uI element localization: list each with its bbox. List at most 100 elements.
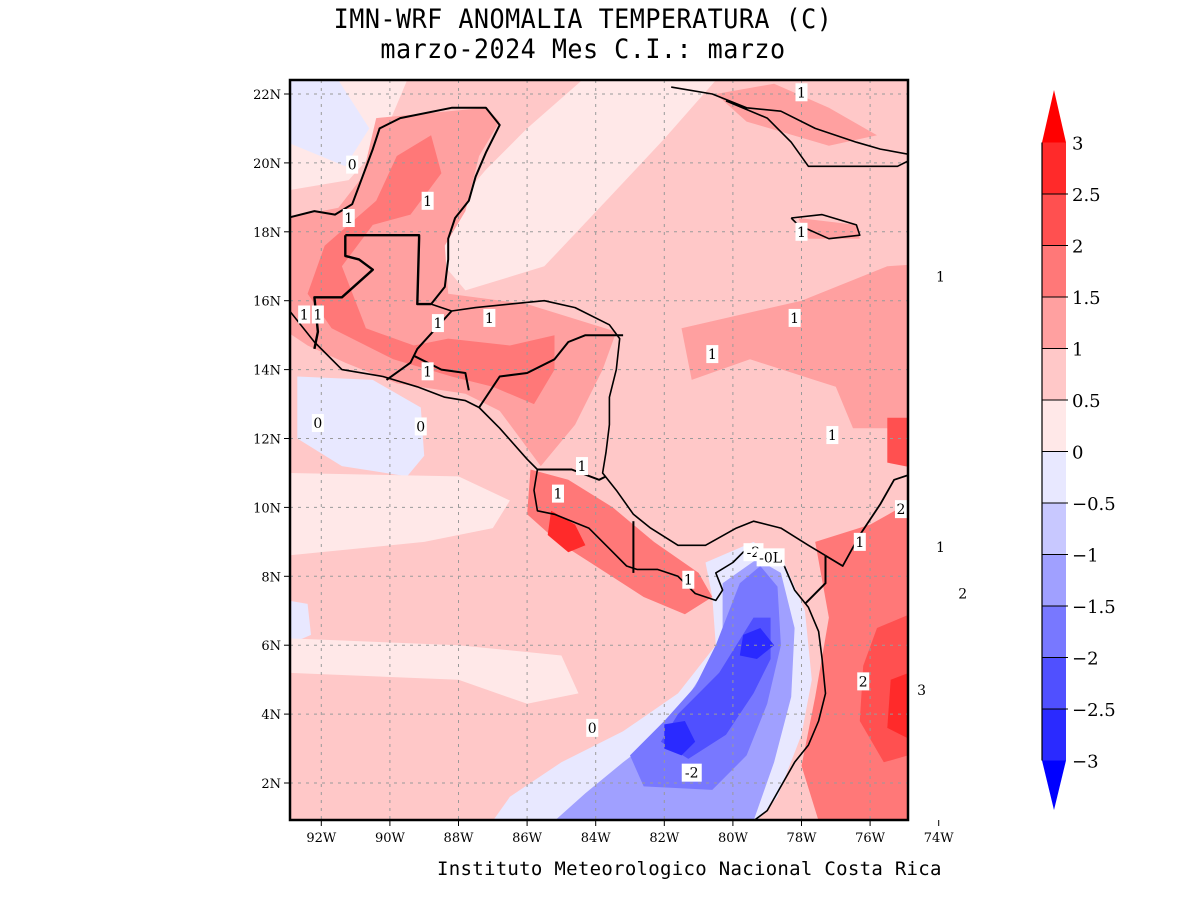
x-tick-label: 74W bbox=[924, 831, 955, 846]
colorbar-segment bbox=[1042, 194, 1066, 246]
contour-label-text: 1 bbox=[578, 459, 587, 475]
x-tick-label: 88W bbox=[444, 831, 475, 846]
contour-label-text: 1 bbox=[313, 307, 322, 323]
y-tick-label: 2N bbox=[261, 777, 281, 792]
y-tick-label: 16N bbox=[253, 295, 281, 310]
contour-label-text: 0 bbox=[313, 416, 322, 432]
coastline-colombia bbox=[825, 474, 908, 567]
colorbar-segment bbox=[1042, 657, 1066, 709]
field-region-andes bbox=[859, 615, 908, 763]
contour-label-box bbox=[311, 413, 324, 432]
colorbar-segment bbox=[1042, 503, 1066, 555]
contour-label: 1 bbox=[934, 538, 947, 557]
field-region-gulf-neg bbox=[290, 80, 370, 167]
y-tick-label: 20N bbox=[253, 157, 281, 172]
contour-label-box bbox=[311, 305, 324, 324]
colorbar-label: −1 bbox=[1072, 546, 1099, 567]
contour-label: 1 bbox=[342, 209, 355, 228]
contour-label-box bbox=[682, 570, 695, 589]
x-tick-label: 80W bbox=[718, 831, 749, 846]
field-region-guajira bbox=[887, 417, 908, 467]
contour-label: 1 bbox=[795, 83, 808, 102]
field-region-jamaica bbox=[798, 218, 860, 239]
contour-label-text: 0 bbox=[588, 721, 597, 737]
contour-label: 1 bbox=[421, 191, 434, 210]
colorbar-label: −2 bbox=[1072, 649, 1099, 670]
map-gridlines bbox=[290, 80, 908, 820]
contour-label-box bbox=[706, 345, 719, 364]
field-region-pacific-neg-w bbox=[290, 600, 311, 644]
contour-label-box bbox=[414, 417, 427, 436]
coastlines bbox=[290, 86, 986, 820]
y-tick-label: 22N bbox=[253, 88, 281, 103]
contour-label-box bbox=[756, 548, 785, 567]
contour-label-box bbox=[915, 680, 928, 699]
contour-label-box bbox=[788, 308, 801, 327]
contour-label-box bbox=[421, 191, 434, 210]
colorbar-segment bbox=[1042, 606, 1066, 658]
colorbar: 3 2.5 2 1.5 1 0.5 0 −0.5 −1 −1.5 −2 −2.5 −3 bbox=[1041, 90, 1116, 810]
y-tick-label: 6N bbox=[261, 639, 281, 654]
contour-label: 0 bbox=[311, 413, 324, 432]
contour-label-box bbox=[853, 532, 866, 551]
x-tick-label: 90W bbox=[375, 831, 406, 846]
contour-label: 1 bbox=[853, 532, 866, 551]
border-guatemala-belize bbox=[345, 234, 432, 306]
contour-label-box bbox=[826, 426, 839, 445]
contour-label-text: 1 bbox=[485, 311, 494, 327]
contour-label-box bbox=[431, 314, 444, 333]
contour-label-box bbox=[934, 538, 947, 557]
field-region-hispaniola bbox=[925, 208, 987, 229]
contour-label-text: 2 bbox=[958, 587, 967, 603]
contour-label: 0 bbox=[414, 417, 427, 436]
coastline-cuba bbox=[671, 86, 908, 168]
field-region-pacific-light bbox=[290, 473, 510, 556]
contour-label-box bbox=[483, 308, 496, 327]
colorbar-segment bbox=[1042, 451, 1066, 503]
contour-label-text: 1 bbox=[936, 540, 945, 556]
contour-label-box bbox=[342, 209, 355, 228]
credit-footer: Instituto Meteorologico Nacional Costa R… bbox=[437, 858, 942, 880]
contour-label: 1 bbox=[431, 314, 444, 333]
contour-label: -0L bbox=[756, 548, 785, 567]
contour-label-text: -0L bbox=[759, 550, 782, 566]
x-tick-label: 82W bbox=[649, 831, 680, 846]
x-tick-label: 92W bbox=[306, 831, 337, 846]
x-tick-label: 84W bbox=[581, 831, 612, 846]
contour-label-box bbox=[421, 362, 434, 381]
x-tick-label: 76W bbox=[855, 831, 886, 846]
contour-label-text: 1 bbox=[344, 211, 353, 227]
y-axis: 2N 4N 6N 8N 10N 12N 14N 16N 18N 20N 22N bbox=[253, 88, 290, 792]
contour-label: 1 bbox=[795, 222, 808, 241]
chart-title: IMN-WRF ANOMALIA TEMPERATURA (C) bbox=[333, 4, 833, 35]
contour-label-text: 1 bbox=[855, 535, 864, 551]
colorbar-label: −3 bbox=[1072, 752, 1099, 773]
map-frame bbox=[288, 78, 910, 822]
contour-label-box bbox=[575, 457, 588, 476]
contour-label-text: 1 bbox=[936, 270, 945, 286]
contour-label-box bbox=[894, 500, 907, 519]
field-region-caribbean-east bbox=[681, 264, 908, 429]
field-region-pacific-light2 bbox=[290, 638, 579, 704]
colorbar-segment bbox=[1042, 709, 1066, 761]
contour-label-box bbox=[934, 267, 947, 286]
contour-label: 0 bbox=[346, 155, 359, 174]
contour-label: 1 bbox=[575, 457, 588, 476]
colorbar-segment bbox=[1042, 142, 1066, 194]
contour-label-text: -2 bbox=[685, 766, 699, 782]
contour-label-text: 1 bbox=[423, 194, 432, 210]
field-region-andes-south bbox=[918, 749, 987, 821]
colorbar-label: 3 bbox=[1072, 134, 1083, 155]
contour-label-box bbox=[551, 484, 564, 503]
colorbar-segment bbox=[1042, 245, 1066, 297]
coastline-hispaniola-north bbox=[952, 163, 986, 170]
colorbar-arrow-top bbox=[1042, 90, 1066, 143]
contour-label: 1 bbox=[421, 362, 434, 381]
contour-label: 1 bbox=[826, 426, 839, 445]
contour-label-text: 1 bbox=[684, 573, 693, 589]
contour-label-text: 1 bbox=[300, 307, 309, 323]
field-region-cuba bbox=[715, 83, 877, 146]
border-honduras-nicaragua bbox=[478, 334, 624, 409]
y-tick-label: 4N bbox=[261, 708, 281, 723]
